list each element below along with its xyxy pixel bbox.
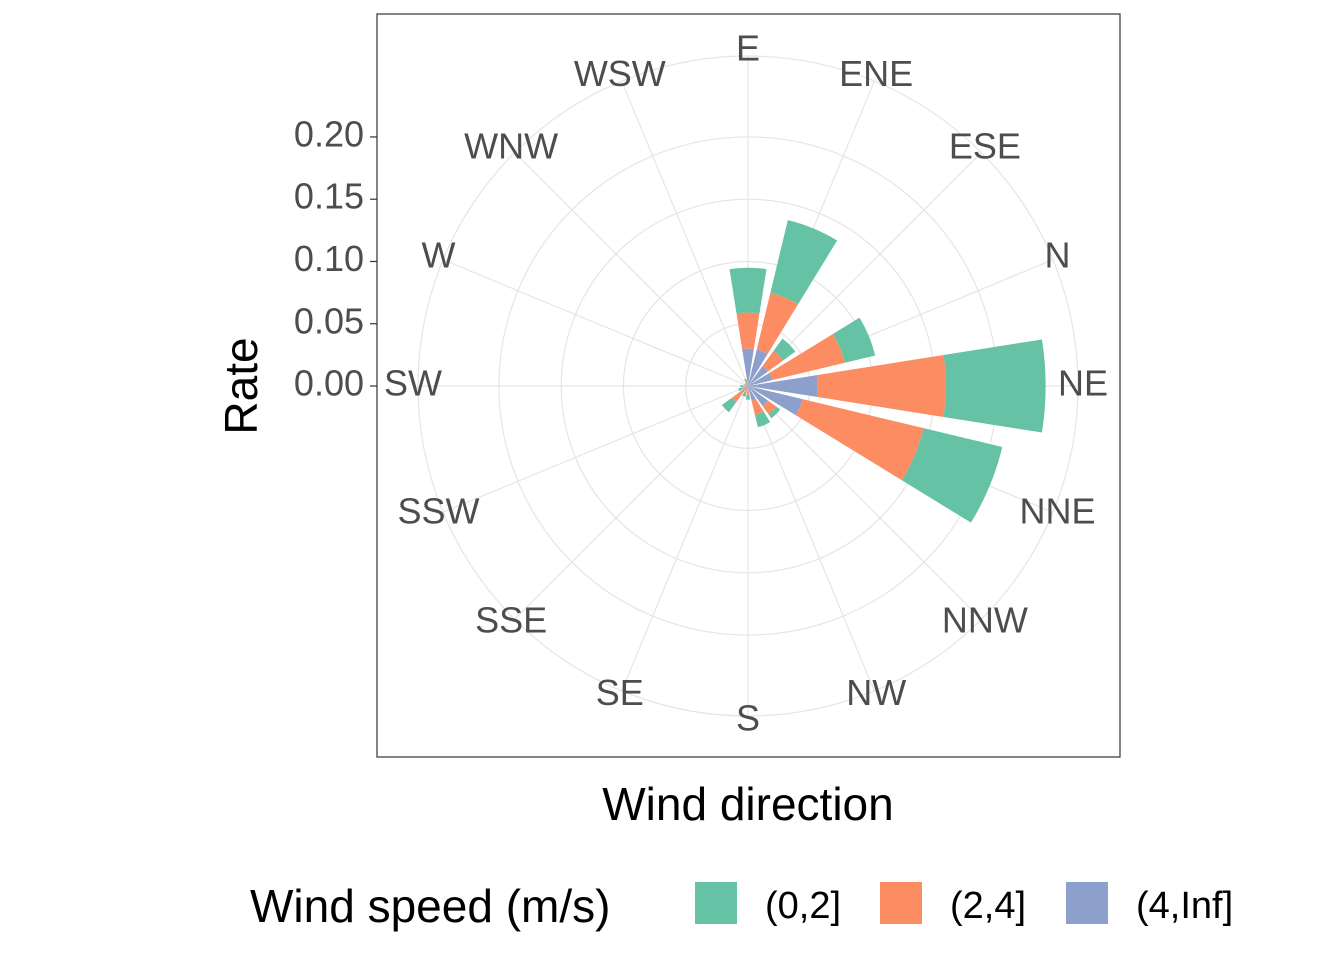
bar-segment — [736, 312, 760, 350]
bar-segment — [746, 386, 748, 389]
bar-segment — [746, 389, 750, 395]
bar-segment — [751, 398, 764, 416]
bar-segment — [745, 384, 747, 386]
bar-segment — [769, 333, 845, 381]
y-axis-title: Rate — [215, 337, 267, 434]
bar-segment — [742, 348, 754, 386]
bar-segment — [745, 383, 748, 386]
grid-spoke — [747, 385, 875, 692]
bar-segment — [754, 411, 771, 428]
bar-segment — [721, 397, 737, 413]
x-tick-label: SW — [384, 363, 442, 404]
bar-segment — [770, 220, 838, 305]
bar-segment — [731, 390, 744, 403]
bar-segment — [745, 385, 748, 387]
bar-segment — [748, 386, 803, 416]
bar-segment — [738, 387, 743, 392]
bar-segment — [747, 386, 749, 390]
x-tick-label: NNE — [1019, 491, 1095, 532]
y-tick-label: 0.05 — [294, 300, 364, 341]
bar-segment — [745, 381, 748, 384]
bar-segment — [773, 338, 796, 361]
bar-segment — [745, 394, 751, 400]
x-tick-label: E — [736, 28, 760, 69]
x-tick-label: WSW — [574, 53, 666, 94]
x-tick-label: NW — [846, 672, 906, 713]
bar-segment — [901, 428, 1003, 523]
bar-segment — [746, 383, 748, 386]
bar-segment — [943, 339, 1046, 433]
legend-key — [695, 882, 737, 924]
bar-segment — [748, 375, 818, 397]
y-tick-label: 0.00 — [294, 363, 364, 404]
grid-spoke — [514, 385, 749, 620]
bar-segment — [740, 384, 744, 388]
bar-segment — [744, 378, 747, 382]
grid-spoke — [621, 385, 749, 692]
bar-segment — [762, 400, 777, 415]
x-tick-label: ENE — [839, 53, 913, 94]
grid-spoke — [621, 80, 749, 387]
x-tick-label: S — [736, 698, 760, 739]
y-tick-label: 0.10 — [294, 238, 364, 279]
legend-key — [880, 882, 922, 924]
y-tick-label: 0.20 — [294, 113, 364, 154]
bar-segment — [748, 349, 768, 386]
bar-segment — [743, 385, 746, 387]
x-tick-label: WNW — [464, 126, 558, 167]
bar-segment — [816, 355, 947, 417]
bar-segment — [742, 392, 747, 397]
bar-segment — [756, 292, 799, 355]
legend-label: (4,Inf] — [1136, 885, 1233, 927]
bar-segment — [741, 386, 746, 390]
x-tick-label: W — [422, 234, 456, 275]
bar-segment — [748, 372, 773, 386]
grid-spoke — [747, 385, 982, 620]
legend-label: (2,4] — [950, 885, 1026, 927]
x-tick-label: SE — [596, 672, 644, 713]
x-tick-label: ESE — [949, 126, 1021, 167]
bar-segment — [744, 384, 746, 386]
x-axis-title: Wind direction — [602, 778, 893, 830]
bar-segment — [729, 267, 767, 314]
legend-key — [1066, 882, 1108, 924]
x-tick-label: SSW — [397, 491, 479, 532]
bar-segment — [744, 388, 748, 394]
bar-segment — [748, 365, 769, 386]
bar-segment — [746, 384, 748, 386]
legend-title: Wind speed (m/s) — [250, 880, 610, 932]
grid-spoke — [442, 259, 749, 387]
x-tick-label: NNW — [942, 599, 1028, 640]
x-tick-label: SSE — [475, 599, 547, 640]
legend-label: (0,2] — [765, 885, 841, 927]
bar-segment — [748, 386, 756, 401]
bar-segment — [744, 382, 747, 385]
bar-segment — [768, 406, 781, 419]
bar-segment — [748, 386, 769, 407]
bar-segment — [741, 386, 748, 393]
x-tick-label: N — [1044, 234, 1070, 275]
bar-segment — [746, 385, 748, 386]
grid-spoke — [514, 152, 749, 387]
y-tick-label: 0.15 — [294, 176, 364, 217]
bar-segment — [795, 399, 924, 481]
grid-spoke — [442, 385, 749, 513]
x-tick-label: NE — [1058, 363, 1108, 404]
bar-segment — [762, 350, 784, 372]
bar-segment — [745, 386, 748, 388]
bar-segment — [832, 317, 876, 363]
